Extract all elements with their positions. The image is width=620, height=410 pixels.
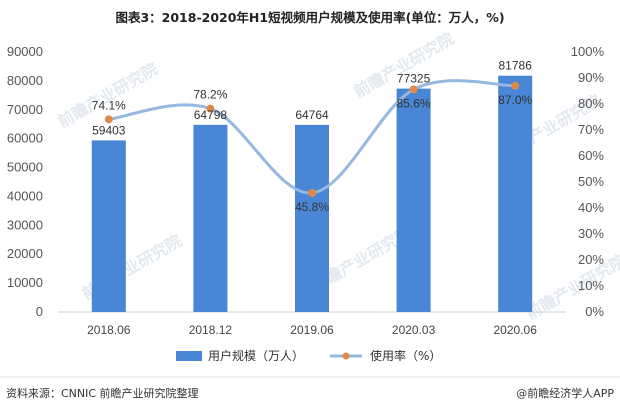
y-right-tick-label: 70% [578, 122, 604, 137]
line-markers [104, 81, 520, 197]
line-marker [511, 81, 520, 90]
y-right-tick-label: 20% [578, 252, 604, 267]
bar [396, 88, 431, 312]
y-right-tick-label: 90% [578, 70, 604, 85]
y-right-tick-label: 100% [571, 44, 605, 59]
y-axis-left: 0 10000 20000 30000 40000 50000 60000 70000 8000… [7, 44, 43, 319]
line-value-label: 45.8% [295, 200, 329, 214]
line-value-label: 78.2% [193, 88, 227, 102]
bar-data-labels: 59403 64798 64764 77325 81786 [92, 59, 532, 138]
y-left-tick-label: 40000 [7, 188, 43, 203]
bar [91, 140, 126, 312]
y-right-tick-label: 40% [578, 200, 604, 215]
bar-value-label: 64798 [194, 108, 228, 122]
y-right-tick-label: 60% [578, 148, 604, 163]
line-marker [206, 104, 215, 113]
y-left-tick-label: 90000 [7, 44, 43, 59]
bar-value-label: 64764 [295, 108, 329, 122]
source-note: 资料来源：CNNIC 前瞻产业研究院整理 [6, 386, 199, 400]
x-category-label: 2019.06 [290, 323, 334, 337]
bar-value-label: 59403 [92, 123, 126, 137]
brand-credit: @前瞻经济学人APP [516, 386, 614, 400]
line-marker [409, 85, 418, 94]
x-category-label: 2018.12 [189, 323, 233, 337]
x-axis-categories: 2018.06 2018.12 2019.06 2020.03 2020.06 [87, 323, 537, 337]
watermark-text: 前瞻产业研究院 [523, 251, 620, 323]
line-marker [308, 188, 316, 197]
chart-title: 图表3：2018-2020年H1短视频用户规模及使用率(单位：万人，%) [115, 10, 504, 25]
y-right-tick-label: 0% [585, 304, 604, 319]
legend-line-marker [342, 352, 350, 360]
y-left-tick-label: 10000 [7, 275, 43, 290]
line-value-label: 87.0% [498, 93, 532, 107]
y-left-tick-label: 0 [36, 304, 43, 319]
legend-line-label: 使用率（%） [370, 348, 441, 363]
y-right-tick-label: 80% [578, 96, 604, 111]
bar [193, 124, 228, 312]
line-value-label: 74.1% [92, 98, 126, 112]
y-right-tick-label: 50% [578, 174, 604, 189]
y-right-tick-label: 30% [578, 226, 604, 241]
legend-bar-swatch [176, 351, 202, 361]
bar [498, 75, 533, 312]
bar [295, 124, 329, 313]
y-left-tick-label: 30000 [7, 217, 43, 232]
x-category-label: 2020.06 [494, 323, 538, 337]
y-right-tick-label: 10% [578, 278, 604, 293]
bar-value-label: 77325 [397, 72, 431, 86]
line-data-labels: 74.1% 78.2% 45.8% 85.6% 87.0% [92, 88, 533, 214]
line-value-label: 85.6% [397, 96, 431, 110]
x-category-label: 2020.03 [392, 323, 436, 337]
y-axis-right: 0% 10% 20% 30% 40% 50% 60% 70% 80% 90% 100% [571, 44, 605, 319]
legend: 用户规模（万人） 使用率（%） [176, 348, 441, 363]
y-left-tick-label: 50000 [7, 160, 43, 175]
bar-value-label: 81786 [499, 59, 533, 73]
legend-bar-label: 用户规模（万人） [208, 348, 304, 363]
y-left-tick-label: 60000 [7, 131, 43, 146]
x-category-label: 2018.06 [87, 323, 131, 337]
y-left-tick-label: 80000 [7, 73, 43, 88]
y-left-tick-label: 70000 [7, 102, 43, 117]
y-left-tick-label: 20000 [7, 246, 43, 261]
line-marker [104, 115, 113, 124]
bar-series [91, 75, 533, 313]
